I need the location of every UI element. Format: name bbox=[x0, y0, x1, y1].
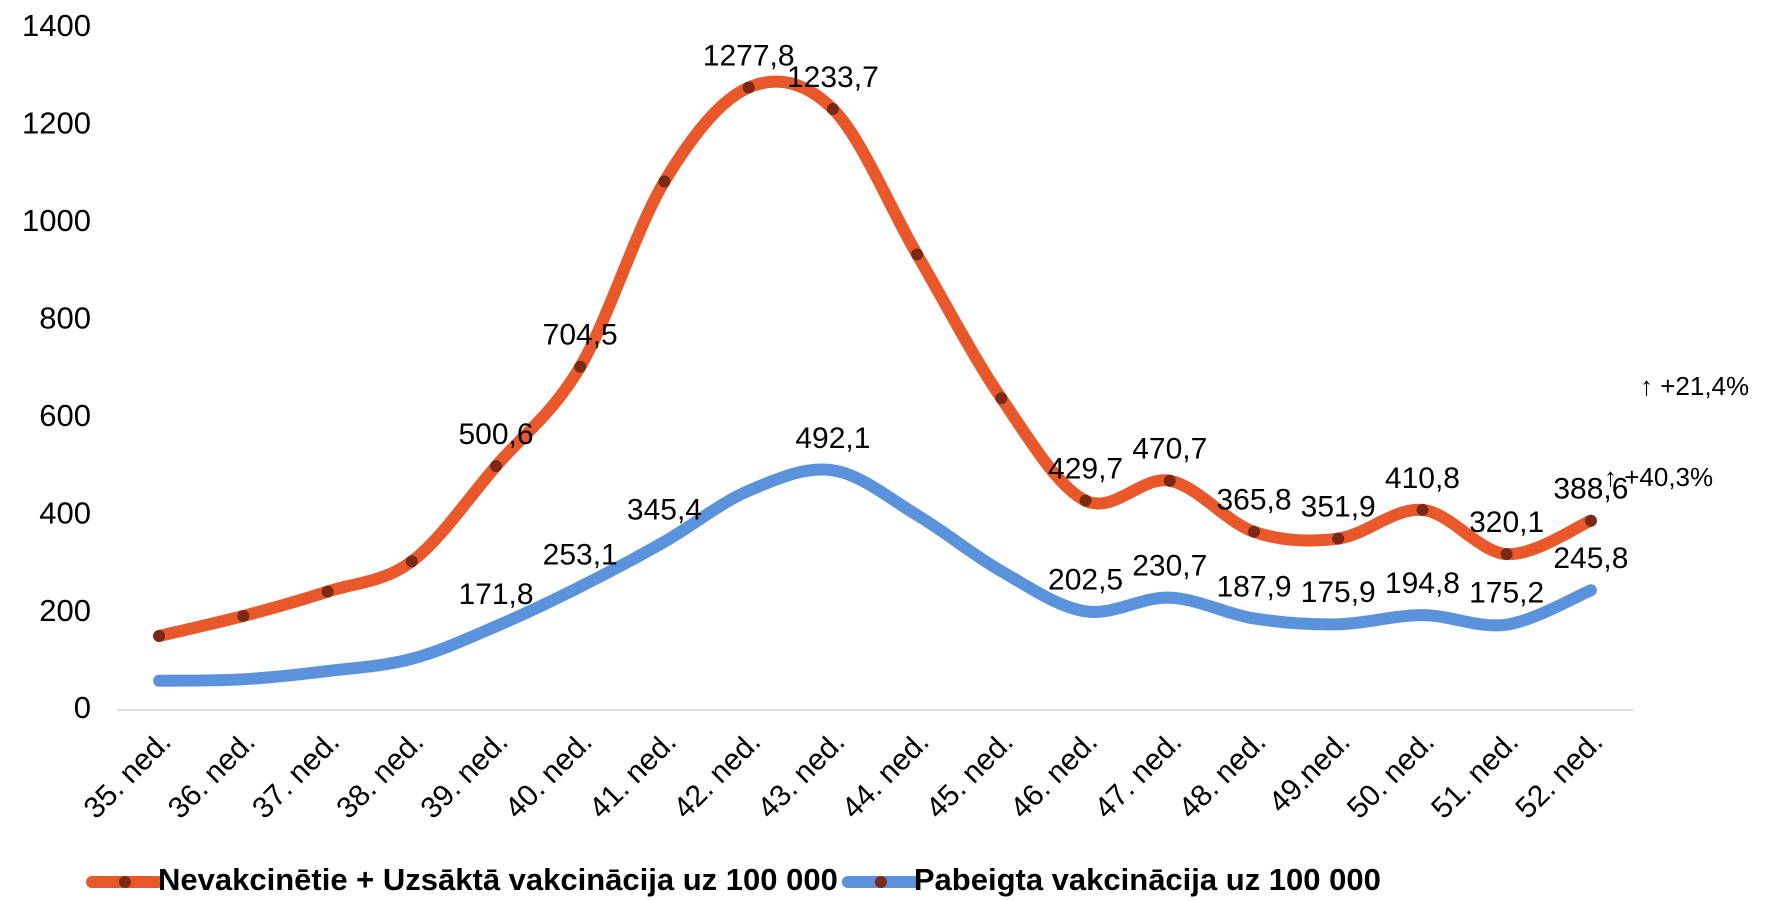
x-tick-label: 47. ned. bbox=[1088, 725, 1188, 825]
data-label: 194,8 bbox=[1385, 567, 1460, 600]
data-label: 351,9 bbox=[1301, 490, 1376, 523]
x-tick-label: 41. ned. bbox=[583, 725, 683, 825]
x-tick-label: 43. ned. bbox=[751, 725, 851, 825]
marker bbox=[321, 585, 334, 598]
data-label: 230,7 bbox=[1132, 550, 1207, 583]
marker bbox=[490, 460, 502, 473]
marker bbox=[1500, 548, 1513, 561]
marker bbox=[1416, 503, 1429, 516]
data-label: 171,8 bbox=[458, 578, 533, 611]
x-tick-label: 49.ned. bbox=[1263, 725, 1357, 819]
data-label: 388,6 bbox=[1553, 473, 1628, 506]
x-tick-label: 42. ned. bbox=[667, 725, 767, 825]
marker bbox=[911, 248, 924, 261]
x-tick-label: 36. ned. bbox=[162, 725, 262, 825]
data-label: 253,1 bbox=[543, 539, 618, 572]
data-label: 492,1 bbox=[795, 422, 870, 455]
annotation: ↑ +21,4% bbox=[1640, 371, 1749, 401]
y-tick-label: 200 bbox=[39, 593, 91, 628]
x-tick-label: 37. ned. bbox=[246, 725, 346, 825]
data-label: 345,4 bbox=[627, 494, 702, 527]
marker bbox=[1584, 514, 1597, 527]
marker bbox=[405, 555, 418, 568]
x-tick-label: 40. ned. bbox=[499, 725, 599, 825]
legend-label: Pabeigta vakcinācija uz 100 000 bbox=[914, 862, 1381, 897]
x-tick-label: 52. ned. bbox=[1509, 725, 1609, 825]
data-label: 704,5 bbox=[543, 319, 618, 352]
legend-marker bbox=[119, 876, 131, 888]
x-tick-label: 45. ned. bbox=[920, 725, 1020, 825]
marker bbox=[237, 609, 250, 622]
x-tick-label: 48. ned. bbox=[1173, 725, 1273, 825]
data-label: 175,9 bbox=[1301, 576, 1376, 609]
legend-label: Nevakcinētie + Uzsāktā vakcinācija uz 10… bbox=[158, 862, 838, 897]
series-line bbox=[153, 75, 1597, 642]
x-tick-label: 51. ned. bbox=[1425, 725, 1525, 825]
marker bbox=[1163, 474, 1176, 487]
data-label: 202,5 bbox=[1048, 563, 1123, 596]
y-tick-label: 400 bbox=[39, 495, 91, 530]
marker bbox=[658, 175, 671, 188]
marker bbox=[995, 392, 1008, 405]
x-tick-label: 39. ned. bbox=[415, 725, 515, 825]
data-label: 1233,7 bbox=[787, 61, 879, 94]
marker bbox=[1079, 494, 1092, 507]
data-label: 187,9 bbox=[1216, 570, 1291, 603]
marker bbox=[574, 360, 587, 373]
marker bbox=[742, 81, 755, 94]
data-label: 500,6 bbox=[458, 418, 533, 451]
x-tick-label: 44. ned. bbox=[836, 725, 936, 825]
marker bbox=[826, 103, 839, 116]
y-tick-label: 0 bbox=[74, 690, 91, 725]
marker bbox=[153, 629, 166, 642]
legend-item: Pabeigta vakcinācija uz 100 000 bbox=[841, 862, 1381, 897]
marker bbox=[1248, 525, 1260, 538]
data-label: 429,7 bbox=[1048, 453, 1123, 486]
legend-marker bbox=[874, 876, 887, 888]
annotation: ↑ +40,3% bbox=[1604, 462, 1713, 492]
y-tick-label: 800 bbox=[39, 300, 91, 335]
legend-item: Nevakcinētie + Uzsāktā vakcinācija uz 10… bbox=[86, 862, 838, 897]
x-tick-label: 35. ned. bbox=[78, 725, 178, 825]
data-label: 245,8 bbox=[1553, 542, 1628, 575]
data-label: 410,8 bbox=[1385, 462, 1460, 495]
series-line bbox=[153, 463, 1597, 687]
x-tick-label: 38. ned. bbox=[330, 725, 430, 825]
y-tick-label: 1000 bbox=[22, 203, 91, 238]
y-tick-label: 600 bbox=[39, 398, 91, 433]
x-tick-label: 46. ned. bbox=[1004, 725, 1104, 825]
y-tick-label: 1400 bbox=[22, 8, 91, 43]
x-tick-label: 50. ned. bbox=[1341, 725, 1441, 825]
data-label: 1277,8 bbox=[703, 39, 795, 72]
marker bbox=[1332, 532, 1345, 545]
data-label: 470,7 bbox=[1132, 433, 1207, 466]
data-label: 365,8 bbox=[1216, 484, 1291, 517]
data-label: 175,2 bbox=[1469, 577, 1544, 610]
data-label: 320,1 bbox=[1469, 506, 1544, 539]
y-tick-label: 1200 bbox=[22, 106, 91, 141]
